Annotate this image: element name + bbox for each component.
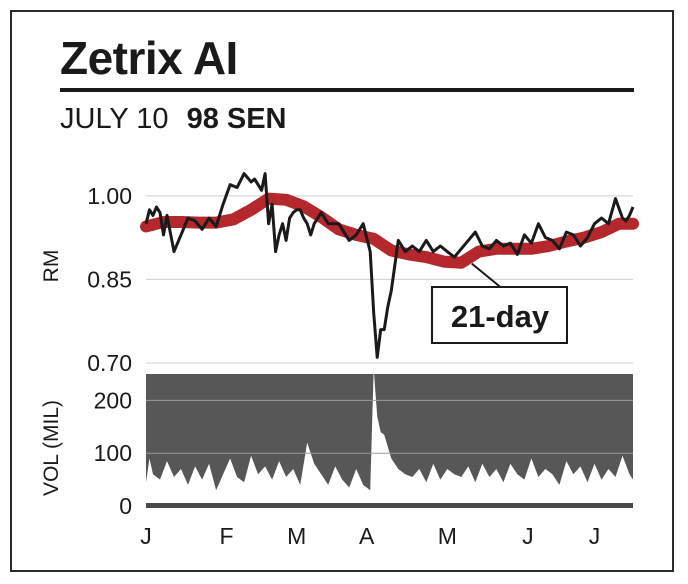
x-tick-label: M [287,523,306,549]
price-tick-label: 0.85 [87,266,132,292]
callout-box [431,286,568,344]
volume-baseline [146,503,633,508]
subtitle: JULY 10 98 SEN [60,100,287,138]
volume-area [146,368,633,506]
callout-pointer [471,262,505,291]
x-tick-label: J [589,523,601,549]
date-label: JULY 10 [60,103,169,135]
price-label: 98 SEN [186,103,287,135]
chart-title: Zetrix AI [60,32,238,84]
callout-label: 21-day [451,299,550,334]
volume-axis-title: VOL (MIL) [40,400,63,496]
x-tick-label: J [140,523,152,549]
x-tick-label: F [220,523,234,549]
price-axis-title: RM [40,250,63,283]
price-tick-label: 0.70 [87,350,132,376]
price-line [144,172,635,359]
volume-tick-label: 0 [119,493,132,519]
x-tick-label: M [438,523,457,549]
moving-average-line [140,192,639,269]
title-rule [60,88,634,92]
volume-tick-label: 200 [94,387,132,413]
price-tick-label: 1.00 [87,183,132,209]
volume-tick-label: 100 [94,440,132,466]
x-tick-label: J [522,523,534,549]
x-tick-label: A [359,523,375,549]
